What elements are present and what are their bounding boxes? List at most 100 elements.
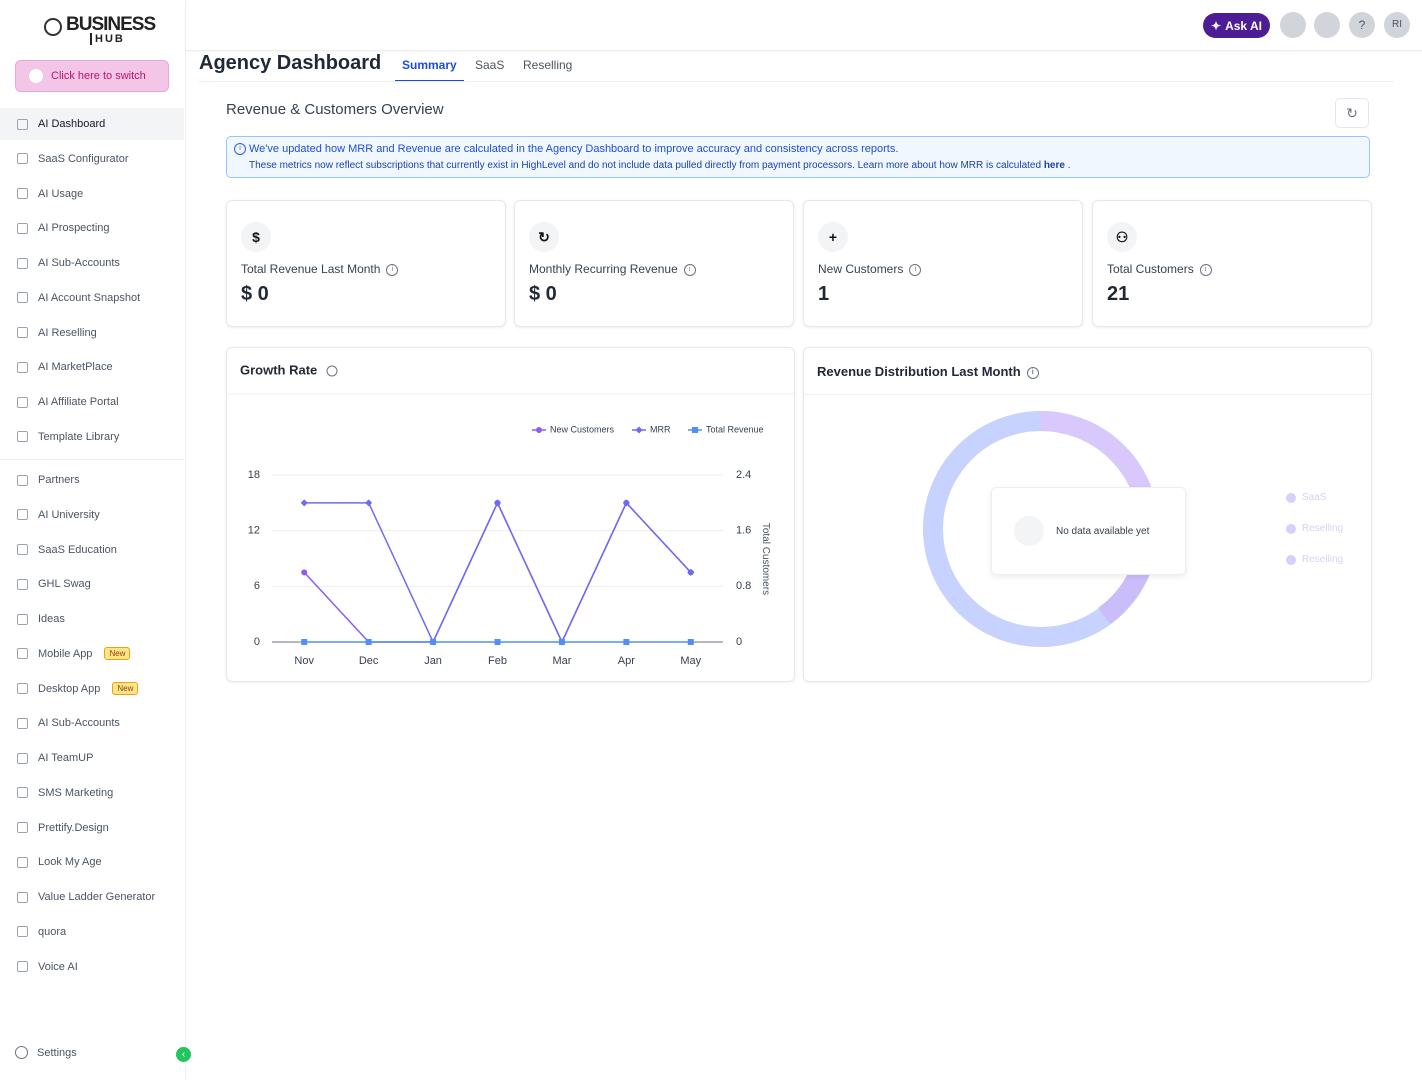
nav-item[interactable]: Mobile App New xyxy=(0,638,184,670)
stat-card: ⚇ Total Customers i 21 xyxy=(1092,200,1372,327)
notice-line2: These metrics now reflect subscriptions … xyxy=(249,160,1071,171)
stat-label: New Customers i xyxy=(818,262,922,276)
sparkle-icon: ✦ xyxy=(1211,18,1222,33)
nav-item[interactable]: SaaS Configurator xyxy=(0,143,184,175)
y2-axis-label: Total Customers xyxy=(760,523,771,595)
legend-swatch xyxy=(1286,554,1296,565)
nav-item[interactable]: SMS Marketing xyxy=(0,777,184,809)
nav-item[interactable]: AI Reselling xyxy=(0,317,184,349)
series-line xyxy=(304,501,692,644)
nav-item[interactable]: AI Dashboard xyxy=(0,108,184,140)
series-line xyxy=(303,501,692,644)
notice-text: These metrics now reflect subscriptions … xyxy=(249,160,1042,171)
nav-icon xyxy=(17,856,28,868)
notice-link[interactable]: here xyxy=(1043,160,1065,171)
nav-label: AI Reselling xyxy=(38,326,97,339)
nav-item[interactable]: Look My Age xyxy=(0,846,184,878)
point xyxy=(300,499,308,507)
page-title: Agency Dashboard xyxy=(199,52,382,74)
stat-value: 21 xyxy=(1107,283,1130,305)
nav-label: Mobile App xyxy=(38,647,93,660)
nav-item[interactable]: Value Ladder Generator xyxy=(0,881,184,913)
nav-icon xyxy=(17,509,28,521)
logo-text: BUSINESS xyxy=(66,14,156,35)
tabs-divider xyxy=(199,81,1394,82)
point xyxy=(687,639,694,645)
nav-item[interactable]: Template Library xyxy=(0,421,184,453)
y2-tick-label: 0 xyxy=(736,636,742,648)
nav-label: Desktop App xyxy=(38,682,101,695)
logo-icon xyxy=(44,18,62,36)
nav-item[interactable]: GHL Swag xyxy=(0,568,184,600)
collapse-button[interactable]: ‹ xyxy=(176,1047,191,1062)
nav-icon xyxy=(17,396,28,408)
empty-icon xyxy=(1014,516,1044,546)
stat-value: $ 0 xyxy=(241,283,269,305)
tab[interactable]: Summary xyxy=(395,58,464,82)
x-tick-label: May xyxy=(680,655,701,667)
nav-label: SMS Marketing xyxy=(38,786,114,799)
nav-label: Partners xyxy=(38,474,80,486)
nav-item[interactable]: AI Sub-Accounts xyxy=(0,707,184,739)
nav-icon xyxy=(17,578,28,590)
nav-item[interactable]: AI University xyxy=(0,499,184,531)
nav-item[interactable]: AI TeamUP xyxy=(0,742,184,774)
switch-button[interactable]: Click here to switch xyxy=(15,60,169,92)
ask-ai-button[interactable]: ✦ Ask AI xyxy=(1203,13,1270,38)
top-bar: ✦ Ask AI ? RI xyxy=(186,0,1422,51)
help-button[interactable]: ? xyxy=(1349,12,1375,38)
nav-icon xyxy=(17,361,28,373)
settings-label: Settings xyxy=(37,1046,77,1059)
stat-label-text: Total Revenue Last Month xyxy=(241,262,381,276)
y-tick-label: 6 xyxy=(254,580,260,592)
nav-label: AI Usage xyxy=(38,187,84,200)
tab[interactable]: SaaS xyxy=(475,58,505,72)
refresh-button[interactable]: ↻ xyxy=(1335,98,1369,128)
nav-item[interactable]: Ideas xyxy=(0,603,184,635)
stat-card: $ Total Revenue Last Month i $ 0 xyxy=(226,200,506,327)
point xyxy=(301,639,308,645)
nav-icon xyxy=(17,961,28,972)
switch-label: Click here to switch xyxy=(51,70,146,82)
nav-item[interactable]: AI MarketPlace xyxy=(0,351,184,383)
nav-item[interactable]: AI Affiliate Portal xyxy=(0,386,184,418)
nav-icon xyxy=(17,327,28,338)
nav-icon xyxy=(17,752,28,764)
stat-value: $ 0 xyxy=(529,283,557,305)
nav-icon xyxy=(17,118,28,130)
stat-icon: ↻ xyxy=(529,222,559,252)
nav-item[interactable]: Prettify.Design xyxy=(0,812,184,844)
nav-item[interactable]: Desktop App New xyxy=(0,673,184,705)
point xyxy=(365,499,373,507)
tab[interactable]: Reselling xyxy=(523,58,573,72)
settings[interactable]: Settings xyxy=(15,1046,77,1059)
nav-icon xyxy=(17,153,28,165)
notifications-button[interactable] xyxy=(1314,12,1340,38)
info-icon: i xyxy=(386,263,399,276)
point xyxy=(494,499,501,507)
nav-item[interactable]: Partners xyxy=(0,464,184,496)
nav-item[interactable]: AI Usage xyxy=(0,178,184,210)
nav-item[interactable]: SaaS Education xyxy=(0,534,184,566)
notice-icon: i xyxy=(234,143,246,155)
point xyxy=(365,639,372,645)
legend-item: SaaS xyxy=(1286,492,1326,503)
nav-label: AI University xyxy=(38,508,100,521)
distribution-title: Revenue Distribution Last Month i xyxy=(817,364,1039,379)
nav-item[interactable]: AI Prospecting xyxy=(0,212,184,244)
announcements-button[interactable] xyxy=(1280,12,1306,38)
empty-state: No data available yet xyxy=(991,487,1186,575)
empty-message: No data available yet xyxy=(1056,525,1150,537)
nav-label: AI Dashboard xyxy=(38,118,106,130)
nav-icon xyxy=(17,431,28,443)
nav-item[interactable]: quora xyxy=(0,916,184,948)
nav-item[interactable]: AI Sub-Accounts xyxy=(0,247,184,279)
nav-item[interactable]: Voice AI xyxy=(0,951,184,983)
info-icon: i xyxy=(909,263,922,276)
y-tick-label: 0 xyxy=(254,636,260,648)
nav-item[interactable]: AI Account Snapshot xyxy=(0,282,184,314)
nav-icon xyxy=(17,188,28,199)
nav-icon xyxy=(17,822,28,833)
avatar[interactable]: RI xyxy=(1384,12,1410,38)
legend-swatch xyxy=(1286,523,1296,534)
